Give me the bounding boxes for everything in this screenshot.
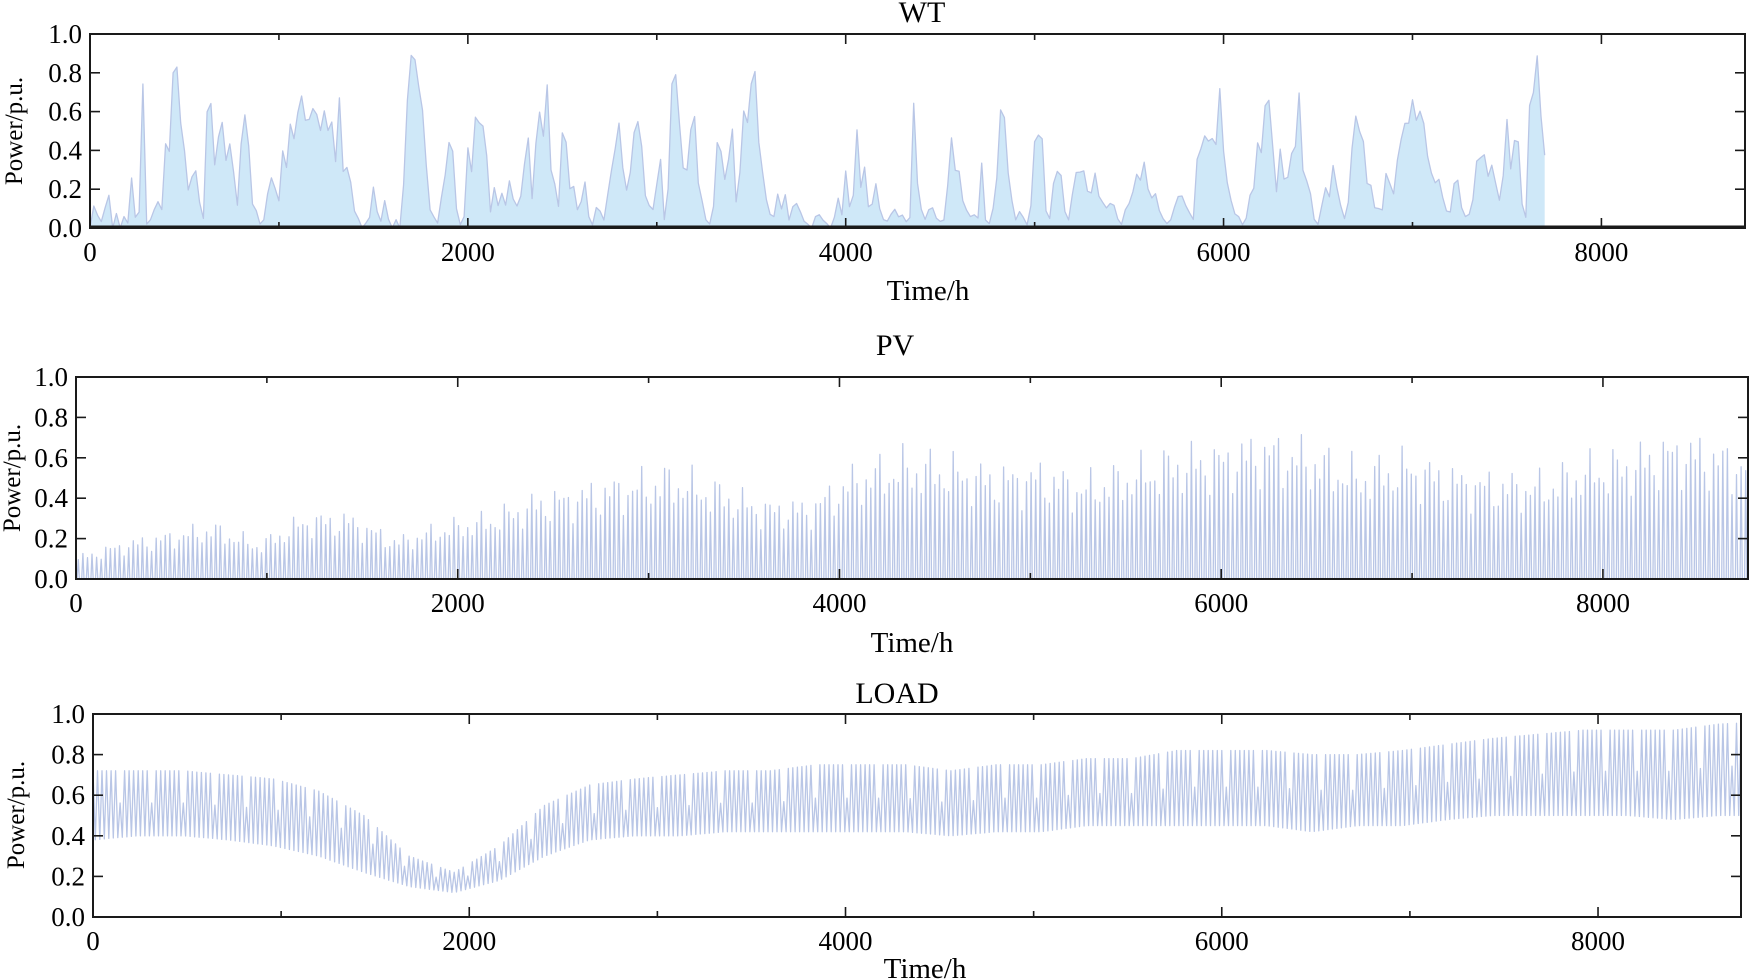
load-y-tick-label: 0.6 [51,780,85,810]
pv-y-tick-label: 0.4 [34,483,68,513]
wt-y-tick-label: 0.8 [48,58,82,88]
pv-plot-area [76,433,1748,580]
wt-y-tick-label: 0.0 [48,213,82,243]
wt-y-axis-label: Power/p.u. [1,77,28,185]
wt-x-axis-label: Time/h [887,275,970,307]
pv-x-tick-label: 2000 [431,588,485,618]
pv-axes: 0 2000 4000 6000 8000 0.0 0.2 0.4 0.6 0.8 1.0 [34,362,1748,618]
wt-y-tick-label: 0.6 [48,97,82,127]
wt-y-tick-label: 0.2 [48,174,82,204]
load-x-tick-label: 4000 [819,926,873,956]
load-chart-panel: LOAD 0 2000 4000 6000 8000 0.0 0.2 0.4 0.6 0.8 1.0… [3,677,1742,979]
load-x-tick-label: 2000 [442,926,496,956]
pv-x-axis-label: Time/h [871,627,954,659]
load-axes: 0 2000 4000 6000 8000 0.0 0.2 0.4 0.6 0.8 1.0 [51,699,1741,956]
wt-y-tick-label: 1.0 [48,19,82,49]
load-plot-area [92,722,1742,893]
wt-axes: 0 2000 4000 6000 8000 0.0 0.2 0.4 0.6 0.8 1.0 [48,19,1745,267]
pv-y-axis-label: Power/p.u. [0,424,26,532]
load-x-tick-label: 6000 [1195,926,1249,956]
load-chart-title: LOAD [855,677,938,710]
pv-y-tick-label: 0.0 [34,564,68,594]
pv-y-tick-label: 0.2 [34,524,68,554]
load-x-tick-label: 0 [86,926,100,956]
wt-x-tick-label: 4000 [819,237,873,267]
load-y-axis-label: Power/p.u. [3,761,30,869]
pv-chart-title: PV [876,329,915,362]
load-plot-frame [92,713,1742,918]
load-series-line [92,722,1742,893]
wt-x-tick-label: 0 [83,237,97,267]
load-x-tick-label: 8000 [1571,926,1625,956]
pv-x-tick-label: 8000 [1576,588,1630,618]
pv-y-tick-label: 0.6 [34,443,68,473]
load-y-tick-label: 0.8 [51,740,85,770]
wt-area-fill [90,55,1545,229]
wt-y-tick-label: 0.4 [48,135,82,165]
wt-chart-panel: WT 0 2000 4000 6000 8000 0.0 0.2 0.4 0.6 0.8 1.0 T… [1,0,1746,307]
load-y-tick-label: 1.0 [51,699,85,729]
pv-chart-panel: PV 0 2000 4000 6000 8000 0.0 0.2 0.4 0.6 0.8 1.0 T… [0,329,1749,659]
load-y-tick-label: 0.4 [51,821,85,851]
load-y-tick-label: 0.0 [51,902,85,932]
pv-x-tick-label: 6000 [1194,588,1248,618]
pv-x-tick-label: 4000 [812,588,866,618]
load-x-axis-label: Time/h [884,953,967,979]
wt-x-tick-label: 2000 [441,237,495,267]
wt-x-tick-label: 8000 [1574,237,1628,267]
wt-series-line [89,54,1546,229]
pv-series-line [76,433,1748,580]
wt-x-tick-label: 6000 [1197,237,1251,267]
load-y-tick-label: 0.2 [51,861,85,891]
pv-y-tick-label: 0.8 [34,402,68,432]
wt-chart-title: WT [899,0,946,29]
pv-y-tick-label: 1.0 [34,362,68,392]
wt-plot-area [89,54,1745,229]
pv-plot-frame [75,376,1749,580]
pv-x-tick-label: 0 [69,588,83,618]
wt-plot-frame [89,33,1746,229]
